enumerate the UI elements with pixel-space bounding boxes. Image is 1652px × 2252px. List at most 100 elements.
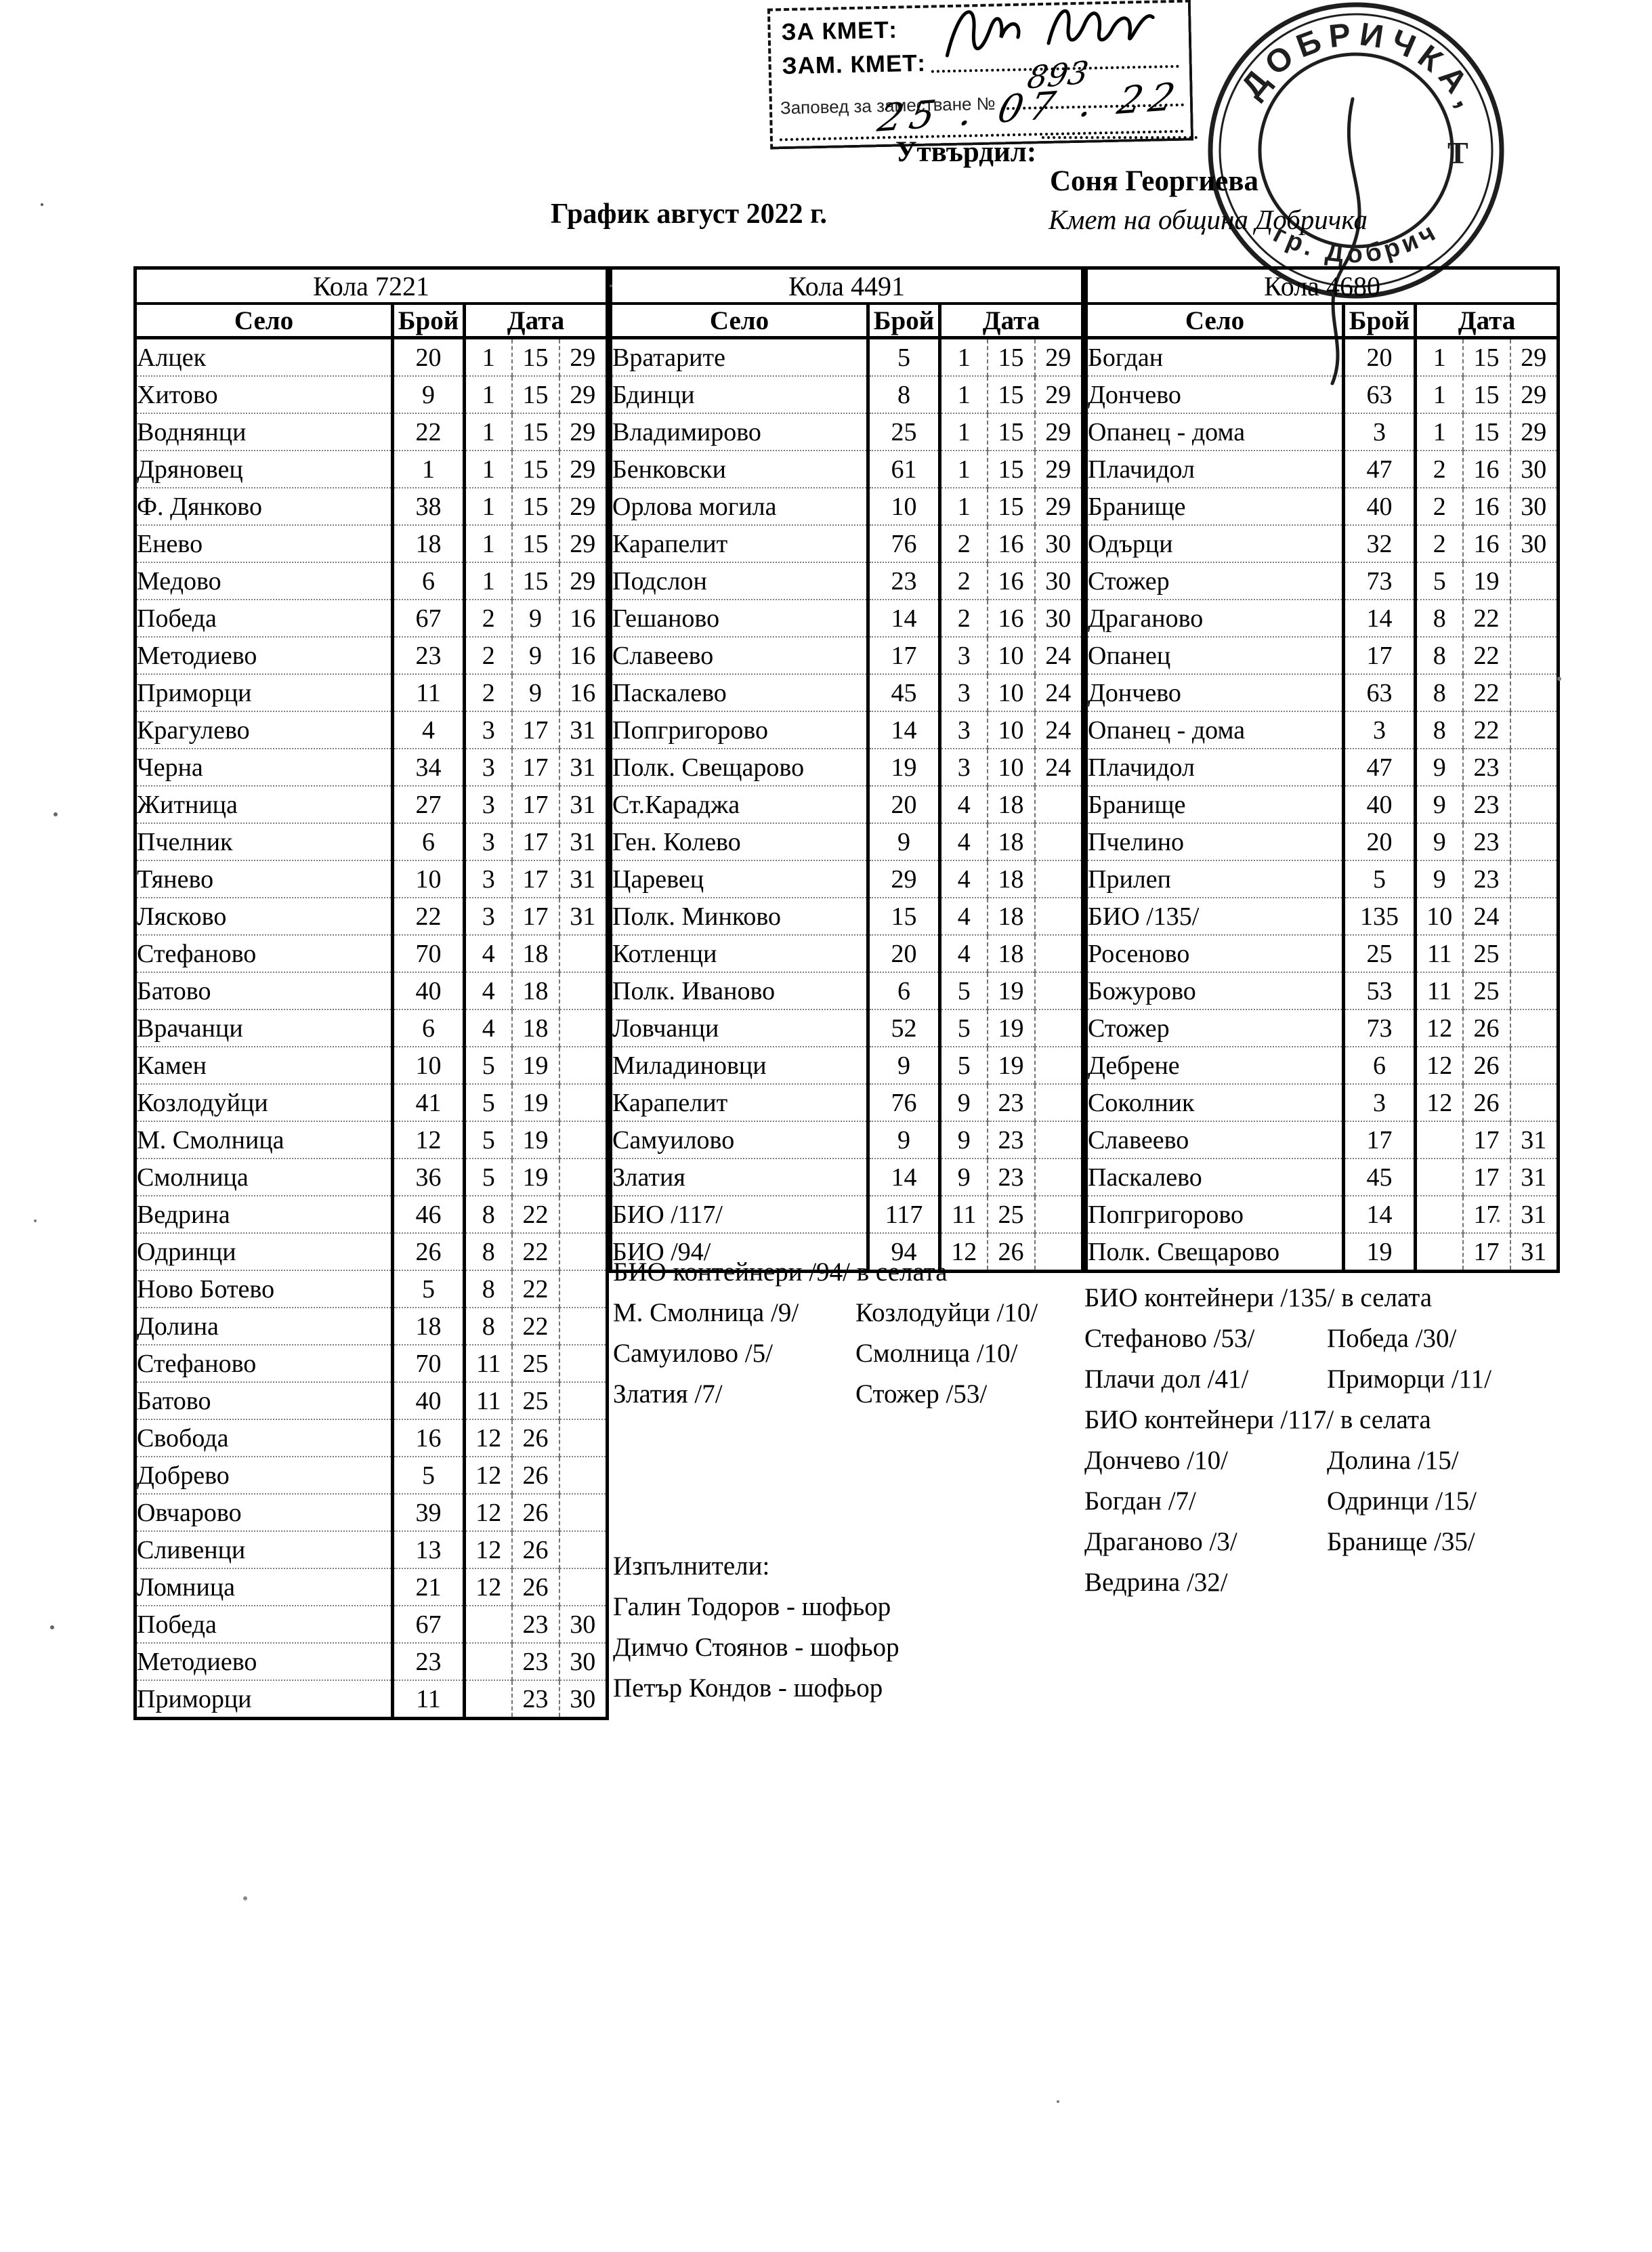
note-text: Приморци /11/ — [1327, 1364, 1491, 1394]
table-row: Бдинци 8 1 15 29 — [610, 376, 1083, 414]
table-row: Ново Ботево 5 8 22 — [135, 1270, 608, 1308]
table-row: Карапелит 76 2 16 30 — [610, 525, 1083, 563]
date-cell: 26 — [1462, 1009, 1510, 1047]
date-cell: 1 — [464, 376, 512, 414]
village-cell: Паскалево — [1086, 1159, 1345, 1196]
note-text: Плачи дол /41/ — [1084, 1364, 1249, 1394]
date-cell: 16 — [558, 600, 608, 638]
village-cell: БИО /94/ — [610, 1233, 870, 1272]
count-cell: 8 — [868, 376, 941, 414]
village-cell: Самуилово — [610, 1121, 870, 1159]
village-cell: Славеево — [610, 637, 870, 675]
count-cell: 20 — [1343, 337, 1417, 377]
date-cell: 16 — [1462, 525, 1510, 563]
village-cell: Черна — [135, 749, 394, 787]
date-cell: 9 — [511, 637, 559, 675]
village-cell: Врачанци — [135, 1009, 394, 1047]
count-cell: 14 — [868, 600, 941, 638]
date-cell: 17 — [511, 860, 559, 898]
column-header-village: Село — [135, 304, 394, 339]
table-row: Полк. Свещарово 19 17 31 — [1086, 1233, 1559, 1272]
bio-note-line: БИО контейнери /135/ в селата — [1084, 1283, 1433, 1312]
table-row: Методиево 23 23 30 — [135, 1643, 608, 1681]
table-row: Медово 6 1 15 29 — [135, 562, 608, 600]
count-cell: 61 — [868, 451, 941, 488]
village-cell: Батово — [135, 972, 394, 1010]
note-line: Златия /7/Стожер /53/ — [613, 1374, 1038, 1415]
table-row: Воднянци 22 1 15 29 — [135, 413, 608, 451]
table-row: Ловчанци 52 5 19 — [610, 1009, 1083, 1047]
village-cell: Дряновец — [135, 451, 394, 488]
date-cell — [1415, 1121, 1463, 1159]
date-cell: 26 — [511, 1457, 559, 1495]
table-row: Приморци 11 23 30 — [135, 1680, 608, 1719]
date-cell: 12 — [464, 1457, 512, 1495]
date-cell — [1416, 1233, 1463, 1272]
village-cell: Златия — [610, 1159, 870, 1196]
date-cell: 1 — [464, 488, 512, 526]
dotted-line — [1042, 135, 1198, 139]
count-cell: 67 — [392, 1606, 466, 1644]
village-cell: Ф. Дянково — [135, 488, 394, 526]
note-text: Богдан /7/ — [1084, 1486, 1196, 1516]
table-row: Гешаново 14 2 16 30 — [610, 600, 1083, 638]
count-cell: 6 — [868, 972, 941, 1010]
date-cell — [558, 935, 608, 973]
date-cell: 1 — [464, 413, 512, 451]
village-cell: Соколник — [1086, 1084, 1345, 1122]
date-cell: 17 — [511, 786, 559, 824]
village-cell: Полк. Свещарово — [610, 749, 870, 787]
date-cell: 5 — [939, 1047, 988, 1085]
date-cell — [1034, 786, 1083, 824]
date-cell: 15 — [1462, 376, 1510, 414]
village-cell: Вратарите — [610, 337, 870, 377]
note-line: Самуилово /5/Смолница /10/ — [613, 1333, 1038, 1374]
village-cell: Долина — [135, 1308, 394, 1346]
date-cell: 11 — [464, 1382, 512, 1420]
date-cell: 4 — [464, 1009, 512, 1047]
date-cell: 30 — [1509, 488, 1559, 526]
table-row: Методиево 23 2 9 16 — [135, 637, 608, 675]
village-cell: Приморци — [135, 1680, 394, 1719]
count-cell: 17 — [868, 637, 941, 675]
date-cell: 23 — [986, 1084, 1035, 1122]
date-cell: 29 — [1509, 376, 1559, 414]
date-cell — [1509, 1084, 1559, 1122]
village-cell: Опанец - дома — [1086, 413, 1345, 451]
column-header-village: Село — [1086, 304, 1345, 339]
village-cell: Славеево — [1086, 1121, 1345, 1159]
date-cell: 22 — [1462, 711, 1510, 749]
date-cell: 31 — [558, 898, 608, 936]
note-line: Дончево /10/Долина /15/ — [1084, 1440, 1491, 1481]
date-cell: 15 — [1462, 413, 1510, 451]
count-cell: 47 — [1343, 749, 1417, 787]
table-row: Опанец - дома 3 1 15 29 — [1086, 413, 1559, 451]
table-row: Одринци 26 8 22 — [135, 1233, 608, 1271]
date-cell: 22 — [511, 1233, 559, 1271]
date-cell: 24 — [1034, 637, 1083, 675]
date-cell: 12 — [464, 1568, 512, 1606]
svg-text:Т: Т — [1447, 135, 1468, 170]
count-cell: 16 — [392, 1419, 466, 1457]
list-item: Димчо Стоянов - шофьор — [613, 1633, 899, 1662]
count-cell: 63 — [1343, 376, 1417, 414]
date-cell: 31 — [558, 711, 608, 749]
date-cell: 1 — [464, 337, 512, 377]
date-cell: 29 — [1509, 337, 1559, 377]
note-text: Стефаново /53/ — [1084, 1324, 1255, 1353]
date-cell: 4 — [939, 860, 988, 898]
date-cell: 17 — [511, 823, 559, 861]
village-cell: Тянево — [135, 860, 394, 898]
table-row: Житница 27 3 17 31 — [135, 786, 608, 824]
village-cell: Дончево — [1086, 674, 1345, 712]
date-cell: 23 — [511, 1606, 559, 1644]
village-cell: Ст.Караджа — [610, 786, 870, 824]
count-cell: 41 — [392, 1084, 466, 1122]
count-cell: 20 — [1343, 823, 1417, 861]
date-cell: 10 — [1415, 898, 1463, 936]
table-row: Хитово 9 1 15 29 — [135, 376, 608, 414]
date-cell: 31 — [558, 860, 608, 898]
page-title: График август 2022 г. — [551, 199, 827, 230]
date-cell: 2 — [1415, 488, 1463, 526]
count-cell: 135 — [1343, 898, 1417, 936]
